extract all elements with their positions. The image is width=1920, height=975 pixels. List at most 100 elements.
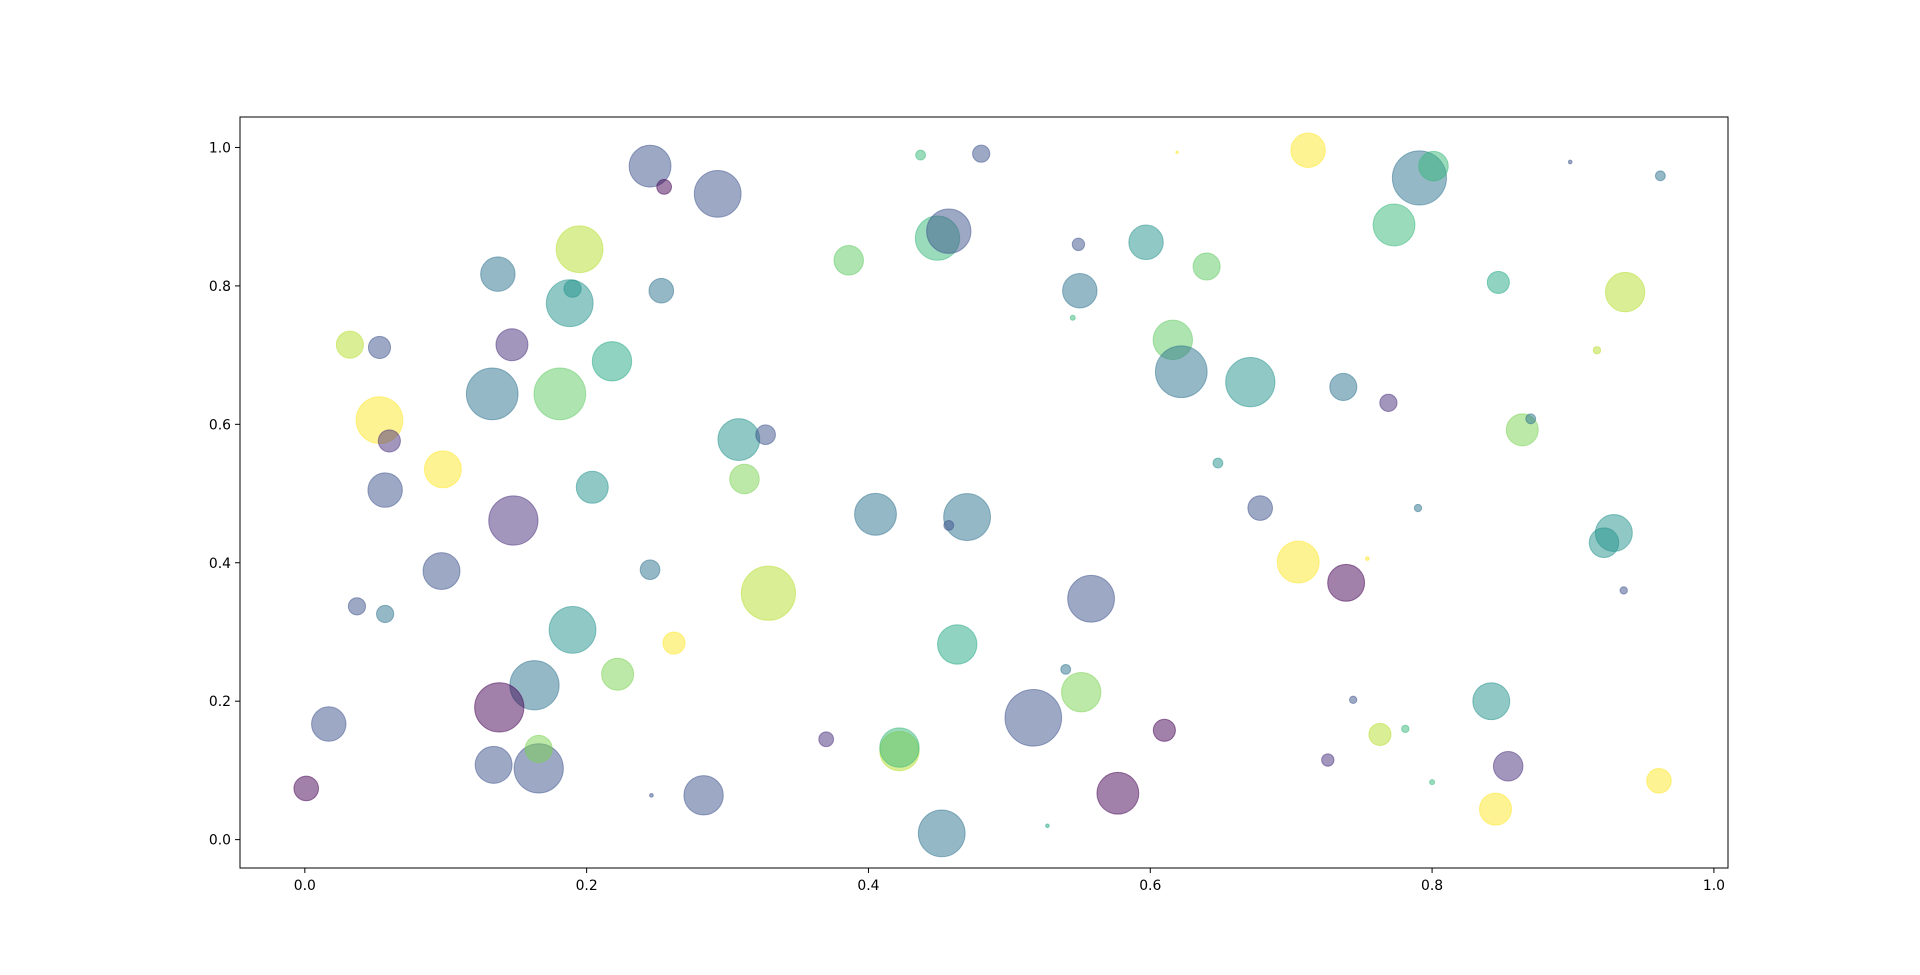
bubble (1276, 540, 1320, 584)
bubble (943, 519, 955, 531)
bubble (1152, 718, 1176, 742)
bubble (1004, 688, 1063, 747)
bubble (1290, 132, 1326, 168)
bubble (755, 424, 776, 446)
bubble (1071, 237, 1086, 252)
bubble (488, 495, 539, 546)
bubble (656, 179, 673, 195)
bubble (548, 606, 597, 654)
y-tick-label: 1.0 (209, 140, 231, 156)
bubble (1060, 663, 1072, 675)
bubble (1062, 273, 1098, 309)
bubble (376, 604, 395, 624)
bubble (1364, 556, 1370, 561)
x-tick-label: 0.6 (1139, 878, 1161, 894)
bubble (293, 775, 320, 802)
bubble (1329, 372, 1358, 401)
bubble (639, 559, 661, 581)
bubble (1154, 345, 1208, 399)
y-tick-label: 0.4 (209, 556, 231, 572)
bubble (1379, 393, 1398, 412)
bubble (1067, 574, 1115, 623)
bubble (926, 208, 972, 254)
bubble (1225, 356, 1276, 408)
bubble (683, 775, 724, 816)
bubble (818, 731, 835, 748)
y-tick-label: 0.0 (209, 833, 231, 849)
bubble (1604, 271, 1646, 313)
bubble (1061, 671, 1102, 713)
y-tick-label: 0.6 (209, 417, 231, 433)
x-tick-label: 0.2 (576, 878, 598, 894)
x-tick-label: 0.4 (857, 878, 879, 894)
bubble (335, 330, 364, 359)
bubble (575, 470, 609, 504)
bubble (1592, 346, 1602, 355)
bubble (601, 657, 635, 691)
bubble (524, 734, 553, 763)
bubble (1486, 270, 1510, 294)
bubble (1321, 753, 1335, 767)
bubble (943, 493, 991, 541)
bubble (1327, 563, 1366, 602)
bubble (1413, 503, 1423, 513)
bubble (1401, 724, 1410, 734)
bubble (367, 335, 392, 360)
bubble (1212, 457, 1224, 469)
bubble (1069, 314, 1076, 321)
bubble (717, 418, 761, 461)
bubble (1567, 159, 1573, 165)
bubble (533, 367, 587, 421)
bubble (1525, 413, 1537, 425)
bubble (1492, 750, 1524, 782)
bubble (1478, 792, 1513, 826)
bubble (854, 492, 897, 536)
bubble (495, 328, 529, 362)
bubble (740, 565, 796, 621)
bubble (347, 597, 367, 616)
bubble (1588, 527, 1620, 558)
bubble (591, 341, 633, 382)
bubble (1368, 722, 1392, 746)
x-tick-label: 0.8 (1421, 878, 1443, 894)
bubble (1472, 682, 1511, 721)
bubble (1349, 695, 1358, 704)
bubble (1192, 252, 1221, 281)
axes-frame (239, 116, 1729, 869)
bubble (648, 277, 675, 304)
bubble (729, 463, 760, 495)
bubble (879, 727, 920, 768)
bubble (833, 245, 864, 276)
bubble (1128, 224, 1164, 261)
bubble (1372, 203, 1416, 247)
y-tick-label: 0.2 (209, 694, 231, 710)
x-tick-label: 1.0 (1703, 878, 1725, 894)
bubble (480, 256, 516, 292)
bubble (1247, 495, 1273, 521)
bubble (1619, 586, 1628, 595)
bubble (628, 144, 672, 188)
bubble (693, 169, 742, 218)
y-tick-label: 0.8 (209, 279, 231, 295)
bubble (555, 225, 604, 274)
bubble (937, 624, 978, 665)
bubble (311, 706, 347, 742)
bubble (422, 552, 461, 591)
bubble (972, 144, 991, 163)
bubble (1429, 779, 1436, 786)
bubble (465, 367, 519, 421)
bubble (474, 682, 525, 733)
bubble (367, 472, 403, 508)
bubble (649, 792, 654, 798)
bubble (545, 279, 594, 328)
bubble (474, 745, 513, 784)
bubble (563, 279, 582, 298)
bubble (377, 429, 401, 453)
bubble (1045, 823, 1050, 829)
bubble (1096, 771, 1140, 815)
bubble (917, 809, 966, 858)
bubble (423, 450, 462, 489)
x-tick-label: 0.0 (294, 878, 316, 894)
bubble (915, 149, 927, 161)
